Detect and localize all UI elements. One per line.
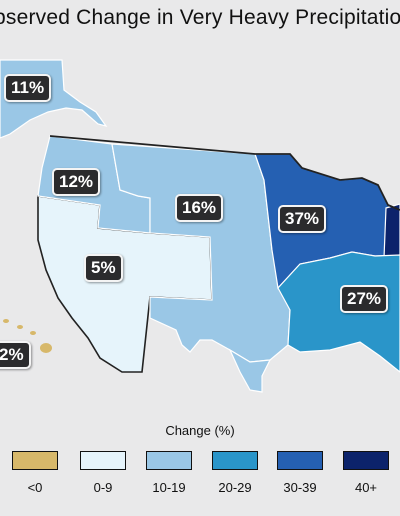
legend-title: Change (%) [165, 423, 235, 438]
label-midwest: 37% [278, 205, 327, 233]
us-map [0, 59, 400, 393]
label-northwest: 12% [52, 168, 101, 196]
region-hawaii-1 [3, 319, 9, 323]
legend-label-neg: <0 [27, 480, 43, 495]
legend-swatch-40plus [343, 451, 389, 470]
region-northeast[interactable] [383, 203, 400, 259]
label-great-plains: 16% [175, 194, 224, 222]
label-southeast: 27% [340, 285, 389, 313]
legend-label-10-19: 10-19 [152, 480, 186, 495]
legend-swatch-0-9 [80, 451, 126, 470]
region-hawaii-3 [30, 331, 36, 335]
legend-swatch-20-29 [212, 451, 258, 470]
legend-label-0-9: 0-9 [93, 480, 113, 495]
legend-label-40plus: 40+ [354, 480, 378, 495]
legend-swatch-10-19 [146, 451, 192, 470]
map-title: bserved Change in Very Heavy Precipitati… [0, 6, 400, 29]
label-alaska: 11% [4, 74, 52, 102]
region-hawaii-2 [17, 325, 23, 329]
region-great-plains-texas [228, 348, 272, 393]
outline [49, 135, 400, 211]
region-hawaii-4 [40, 343, 52, 353]
legend-swatch-neg [12, 451, 58, 470]
legend-label-20-29: 20-29 [218, 480, 252, 495]
label-southwest: 5% [84, 254, 123, 282]
legend-swatch-30-39 [277, 451, 323, 470]
region-southeast[interactable] [277, 251, 400, 373]
label-hawaii: 2% [0, 341, 31, 369]
legend-label-30-39: 30-39 [283, 480, 317, 495]
